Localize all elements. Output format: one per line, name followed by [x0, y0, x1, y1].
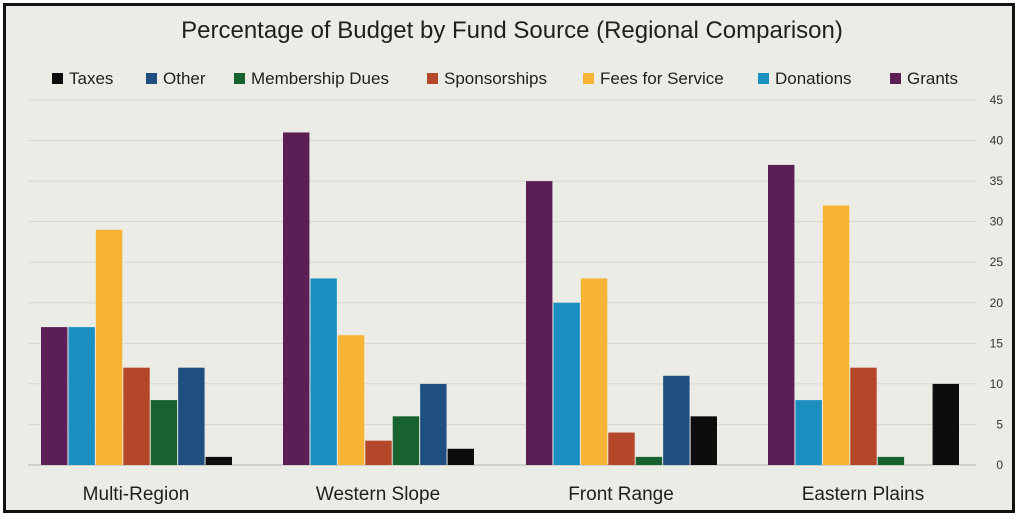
y-tick-label: 20	[990, 296, 1004, 310]
legend-swatch-membership-dues	[234, 73, 245, 84]
bar-grants-eastern-plains	[768, 164, 795, 465]
category-label: Western Slope	[316, 484, 440, 505]
bar-taxes-western-slope	[447, 448, 474, 465]
y-tick-label: 15	[990, 336, 1004, 350]
y-axis-ticks: 0 5 10 15 20 25 30 35 40 45	[990, 93, 1004, 472]
category-labels: Multi-Region Western Slope Front Range East…	[83, 484, 925, 505]
bar-donations-multi-region	[68, 327, 95, 465]
y-tick-label: 5	[996, 417, 1003, 431]
legend-label-fees-for-service: Fees for Service	[600, 69, 724, 88]
bar-other-multi-region	[178, 367, 205, 465]
y-tick-label: 25	[990, 255, 1004, 269]
bar-sponsorships-multi-region	[123, 367, 150, 465]
bar-taxes-front-range	[690, 416, 717, 465]
bar-other-western-slope	[420, 383, 447, 465]
y-tick-label: 35	[990, 174, 1004, 188]
legend-swatch-other	[146, 73, 157, 84]
bar-sponsorships-western-slope	[365, 440, 392, 465]
bar-membership-dues-multi-region	[150, 400, 178, 465]
category-label: Multi-Region	[83, 484, 190, 505]
chart-title: Percentage of Budget by Fund Source (Reg…	[181, 17, 843, 44]
legend-swatch-donations	[758, 73, 769, 84]
bar-grants-western-slope	[283, 132, 310, 465]
legend-swatch-sponsorships	[427, 73, 438, 84]
bar-membership-dues-eastern-plains	[877, 456, 905, 465]
y-tick-label: 10	[990, 377, 1004, 391]
bar-taxes-multi-region	[205, 456, 232, 465]
legend-label-taxes: Taxes	[69, 69, 113, 88]
bar-taxes-eastern-plains	[932, 383, 959, 465]
bars	[41, 132, 959, 465]
bar-sponsorships-front-range	[608, 432, 635, 465]
bar-sponsorships-eastern-plains	[850, 367, 877, 465]
bar-fees-for-service-multi-region	[95, 229, 123, 465]
legend-swatch-fees-for-service	[583, 73, 594, 84]
legend-label-donations: Donations	[775, 69, 852, 88]
bar-donations-eastern-plains	[795, 400, 822, 465]
bar-membership-dues-western-slope	[392, 416, 420, 465]
legend-label-other: Other	[163, 69, 206, 88]
category-label: Eastern Plains	[802, 484, 925, 505]
bar-fees-for-service-eastern-plains	[822, 205, 850, 465]
y-tick-label: 40	[990, 134, 1004, 148]
bar-fees-for-service-western-slope	[337, 335, 365, 465]
bar-membership-dues-front-range	[635, 456, 663, 465]
bar-other-front-range	[663, 375, 690, 465]
y-tick-label: 0	[996, 458, 1003, 472]
bar-donations-western-slope	[310, 278, 337, 465]
bar-donations-front-range	[553, 302, 580, 465]
legend-swatch-grants	[890, 73, 901, 84]
legend-swatch-taxes	[52, 73, 63, 84]
category-label: Front Range	[568, 484, 674, 505]
legend-label-membership-dues: Membership Dues	[251, 69, 389, 88]
bar-fees-for-service-front-range	[580, 278, 608, 465]
bar-grants-multi-region	[41, 327, 68, 465]
legend-label-grants: Grants	[907, 69, 958, 88]
legend-label-sponsorships: Sponsorships	[444, 69, 547, 88]
y-tick-label: 45	[990, 93, 1004, 107]
legend: Taxes Other Membership Dues Sponsorships Fee…	[52, 69, 958, 88]
y-tick-label: 30	[990, 215, 1004, 229]
bar-grants-front-range	[526, 181, 553, 465]
